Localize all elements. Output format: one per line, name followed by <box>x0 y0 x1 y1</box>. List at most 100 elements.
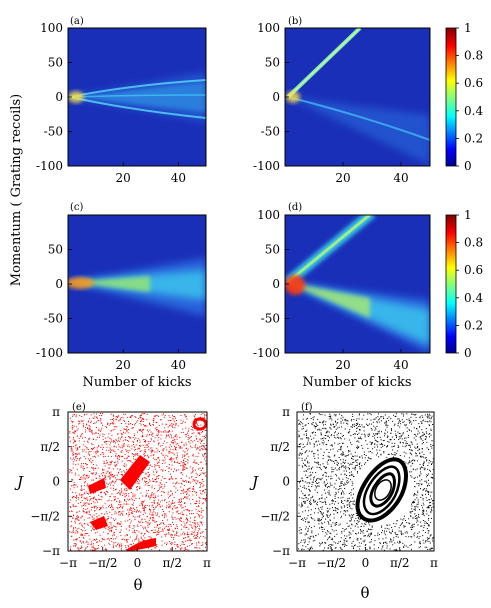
scatter-point <box>349 450 351 452</box>
scatter-point <box>70 457 71 459</box>
scatter-point <box>127 432 129 434</box>
scatter-point <box>323 427 325 429</box>
scatter-point <box>416 536 418 538</box>
scatter-point <box>72 427 74 429</box>
scatter-point <box>151 487 153 489</box>
scatter-point <box>399 524 401 526</box>
scatter-point <box>100 491 102 493</box>
scatter-point <box>89 418 91 420</box>
scatter-point <box>370 414 372 416</box>
scatter-point <box>109 504 111 506</box>
scatter-point <box>74 452 76 454</box>
scatter-point <box>314 427 316 429</box>
scatter-point <box>113 450 115 452</box>
scatter-point <box>93 549 94 551</box>
scatter-point <box>356 533 358 535</box>
scatter-point <box>73 531 75 533</box>
scatter-point <box>167 519 169 521</box>
scatter-point <box>416 483 418 485</box>
scatter-point <box>168 450 170 452</box>
scatter-point <box>72 531 74 533</box>
scatter-point <box>77 517 79 519</box>
scatter-point <box>111 506 113 508</box>
scatter-point <box>104 474 106 476</box>
scatter-point <box>332 499 333 501</box>
scatter-point <box>103 461 105 463</box>
scatter-point <box>174 416 175 418</box>
scatter-point <box>161 414 163 416</box>
scatter-point <box>111 535 113 537</box>
scatter-point <box>429 548 431 550</box>
scatter-point <box>122 417 124 419</box>
scatter-point <box>423 542 425 544</box>
scatter-point <box>98 428 100 430</box>
scatter-point <box>335 421 336 423</box>
scatter-point <box>202 481 204 482</box>
scatter-point <box>325 485 327 487</box>
scatter-point <box>158 424 160 426</box>
scatter-point <box>355 533 357 534</box>
scatter-point <box>174 427 176 429</box>
scatter-point <box>105 473 107 475</box>
scatter-point <box>156 476 158 477</box>
scatter-point <box>423 442 424 444</box>
scatter-point <box>323 451 325 453</box>
scatter-point <box>311 438 313 440</box>
scatter-point <box>104 456 106 457</box>
scatter-point <box>323 437 325 439</box>
scatter-point <box>148 495 150 497</box>
scatter-point <box>117 522 119 524</box>
scatter-point <box>169 459 171 460</box>
scatter-point <box>142 472 144 473</box>
scatter-point <box>182 507 184 509</box>
scatter-point <box>185 518 187 520</box>
scatter-point <box>393 522 395 524</box>
panel-f-island <box>355 457 408 523</box>
scatter-point <box>142 421 144 422</box>
scatter-point <box>75 518 77 520</box>
scatter-point <box>109 478 111 480</box>
scatter-point <box>310 527 312 529</box>
scatter-point <box>109 464 111 466</box>
scatter-point <box>338 477 340 479</box>
scatter-point <box>359 462 361 464</box>
scatter-point <box>379 543 381 545</box>
scatter-point <box>373 425 375 427</box>
scatter-point <box>306 444 308 445</box>
scatter-point <box>88 513 90 515</box>
scatter-point <box>189 436 191 438</box>
scatter-point <box>307 521 309 523</box>
scatter-point <box>136 510 138 512</box>
scatter-point <box>341 419 343 421</box>
scatter-point <box>374 535 376 537</box>
scatter-point <box>163 440 165 442</box>
scatter-point <box>329 486 331 488</box>
scatter-point <box>185 509 187 511</box>
scatter-point <box>196 483 198 485</box>
scatter-point <box>125 423 127 425</box>
scatter-point <box>96 508 98 510</box>
scatter-point <box>93 529 95 531</box>
scatter-point <box>88 503 90 505</box>
scatter-point <box>98 445 99 447</box>
scatter-point <box>335 414 337 416</box>
scatter-point <box>145 494 147 496</box>
scatter-point <box>125 490 127 492</box>
scatter-point <box>161 486 163 488</box>
scatter-point <box>358 413 360 415</box>
scatter-point <box>318 485 320 487</box>
scatter-point <box>356 523 358 525</box>
scatter-point <box>386 446 387 448</box>
scatter-point <box>113 499 115 501</box>
scatter-point <box>75 545 77 547</box>
scatter-point <box>172 443 174 445</box>
scatter-point <box>313 536 315 538</box>
scatter-point <box>91 462 93 464</box>
scatter-point <box>329 418 331 420</box>
scatter-point <box>422 440 424 442</box>
scatter-point <box>184 458 186 459</box>
scatter-point <box>92 467 94 469</box>
scatter-point <box>195 482 197 484</box>
scatter-point <box>327 547 329 549</box>
scatter-point <box>82 463 84 465</box>
